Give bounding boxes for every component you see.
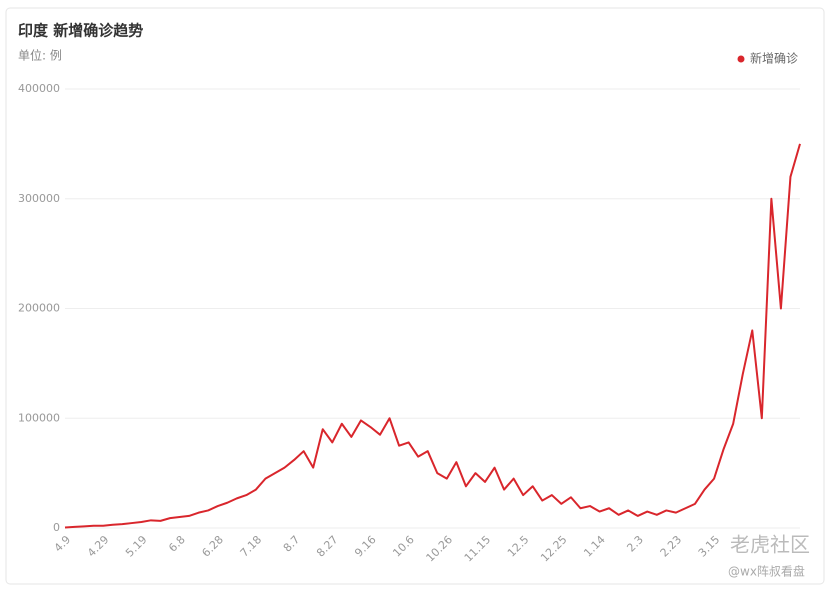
y-tick-label: 0 <box>53 521 60 534</box>
card <box>5 7 825 585</box>
y-tick-label: 100000 <box>18 411 60 424</box>
watermark: @wx阵叔看盘 <box>728 564 805 579</box>
chart-subtitle: 单位: 例 <box>18 48 62 63</box>
watermark: 老虎社区 <box>730 533 810 557</box>
y-tick-label: 200000 <box>18 302 60 315</box>
legend-marker <box>737 55 745 63</box>
chart-title: 印度 新增确诊趋势 <box>18 22 143 40</box>
y-tick-label: 300000 <box>18 192 60 205</box>
line <box>64 143 801 529</box>
y-tick-label: 400000 <box>18 82 60 95</box>
legend-label: 新增确诊 <box>750 51 798 66</box>
